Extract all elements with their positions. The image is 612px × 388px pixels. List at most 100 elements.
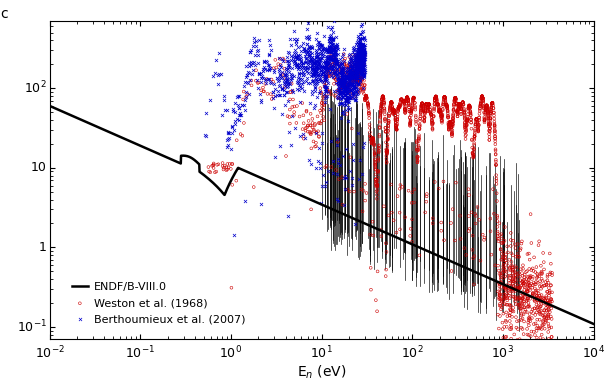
- Weston et al. (1968): [386, 99, 396, 106]
- Weston et al. (1968): [430, 179, 439, 185]
- Berthoumieux et al. (2007): [346, 55, 356, 62]
- Berthoumieux et al. (2007): [341, 87, 351, 93]
- Weston et al. (1968): [470, 131, 480, 137]
- Weston et al. (1968): [505, 291, 515, 297]
- Weston et al. (1968): [387, 104, 397, 110]
- Weston et al. (1968): [448, 123, 458, 130]
- Berthoumieux et al. (2007): [296, 58, 306, 64]
- Weston et al. (1968): [466, 116, 476, 123]
- Weston et al. (1968): [508, 279, 518, 285]
- Berthoumieux et al. (2007): [283, 213, 293, 219]
- Weston et al. (1968): [488, 105, 498, 111]
- Berthoumieux et al. (2007): [234, 105, 244, 111]
- Weston et al. (1968): [530, 298, 540, 304]
- Weston et al. (1968): [535, 293, 545, 299]
- Weston et al. (1968): [503, 273, 513, 279]
- Weston et al. (1968): [424, 102, 434, 108]
- Weston et al. (1968): [424, 101, 434, 107]
- Weston et al. (1968): [395, 101, 405, 107]
- Berthoumieux et al. (2007): [315, 160, 325, 166]
- Weston et al. (1968): [531, 281, 540, 288]
- Berthoumieux et al. (2007): [329, 87, 339, 94]
- ENDF/B-VIII.0: [46, 104, 53, 108]
- Weston et al. (1968): [397, 97, 407, 103]
- Weston et al. (1968): [351, 52, 361, 59]
- Weston et al. (1968): [430, 100, 439, 106]
- Weston et al. (1968): [493, 230, 502, 236]
- Berthoumieux et al. (2007): [291, 54, 300, 60]
- Weston et al. (1968): [308, 120, 318, 126]
- Berthoumieux et al. (2007): [307, 62, 316, 68]
- Weston et al. (1968): [322, 88, 332, 94]
- Berthoumieux et al. (2007): [347, 94, 357, 100]
- Weston et al. (1968): [470, 130, 480, 136]
- Weston et al. (1968): [472, 116, 482, 122]
- Weston et al. (1968): [416, 109, 425, 115]
- Weston et al. (1968): [326, 164, 336, 170]
- Berthoumieux et al. (2007): [324, 44, 334, 50]
- Weston et al. (1968): [317, 118, 327, 124]
- Weston et al. (1968): [416, 104, 426, 110]
- Berthoumieux et al. (2007): [346, 74, 356, 80]
- Weston et al. (1968): [344, 74, 354, 80]
- Weston et al. (1968): [346, 60, 356, 66]
- Berthoumieux et al. (2007): [288, 71, 297, 78]
- Weston et al. (1968): [416, 106, 426, 113]
- Weston et al. (1968): [269, 94, 278, 100]
- Weston et al. (1968): [472, 116, 482, 122]
- Weston et al. (1968): [529, 305, 539, 312]
- Berthoumieux et al. (2007): [311, 60, 321, 66]
- Berthoumieux et al. (2007): [330, 56, 340, 62]
- Berthoumieux et al. (2007): [349, 74, 359, 81]
- Berthoumieux et al. (2007): [355, 47, 365, 53]
- Weston et al. (1968): [386, 102, 395, 108]
- Weston et al. (1968): [356, 69, 366, 75]
- Berthoumieux et al. (2007): [353, 62, 363, 68]
- Weston et al. (1968): [436, 113, 446, 119]
- Berthoumieux et al. (2007): [348, 60, 357, 66]
- Weston et al. (1968): [353, 67, 362, 73]
- Berthoumieux et al. (2007): [356, 40, 365, 46]
- Weston et al. (1968): [447, 268, 457, 274]
- Weston et al. (1968): [453, 103, 463, 109]
- Berthoumieux et al. (2007): [241, 74, 251, 80]
- Weston et al. (1968): [420, 108, 430, 114]
- Weston et al. (1968): [490, 116, 499, 122]
- Berthoumieux et al. (2007): [316, 63, 326, 69]
- Weston et al. (1968): [422, 100, 431, 107]
- Berthoumieux et al. (2007): [310, 70, 320, 76]
- Weston et al. (1968): [496, 306, 506, 312]
- Weston et al. (1968): [481, 103, 491, 109]
- Weston et al. (1968): [367, 137, 377, 144]
- Weston et al. (1968): [368, 135, 378, 141]
- Berthoumieux et al. (2007): [327, 42, 337, 48]
- Weston et al. (1968): [527, 315, 537, 321]
- Berthoumieux et al. (2007): [333, 95, 343, 101]
- Weston et al. (1968): [356, 74, 365, 81]
- Berthoumieux et al. (2007): [256, 97, 266, 104]
- Berthoumieux et al. (2007): [346, 73, 356, 79]
- Weston et al. (1968): [502, 324, 512, 330]
- Weston et al. (1968): [423, 107, 433, 113]
- Weston et al. (1968): [424, 104, 433, 111]
- Berthoumieux et al. (2007): [355, 50, 365, 56]
- Berthoumieux et al. (2007): [334, 87, 344, 93]
- Berthoumieux et al. (2007): [307, 45, 317, 51]
- Weston et al. (1968): [347, 125, 357, 132]
- Berthoumieux et al. (2007): [296, 56, 305, 62]
- Weston et al. (1968): [469, 146, 479, 152]
- Weston et al. (1968): [310, 121, 320, 127]
- Weston et al. (1968): [207, 163, 217, 169]
- Weston et al. (1968): [466, 120, 476, 126]
- Berthoumieux et al. (2007): [348, 89, 357, 95]
- Weston et al. (1968): [532, 349, 542, 355]
- Berthoumieux et al. (2007): [353, 61, 362, 67]
- Berthoumieux et al. (2007): [300, 59, 310, 65]
- Weston et al. (1968): [540, 352, 550, 358]
- Berthoumieux et al. (2007): [347, 175, 357, 181]
- Weston et al. (1968): [335, 73, 345, 79]
- Weston et al. (1968): [429, 106, 439, 112]
- Weston et al. (1968): [500, 292, 510, 298]
- Weston et al. (1968): [518, 277, 528, 283]
- Berthoumieux et al. (2007): [336, 96, 346, 102]
